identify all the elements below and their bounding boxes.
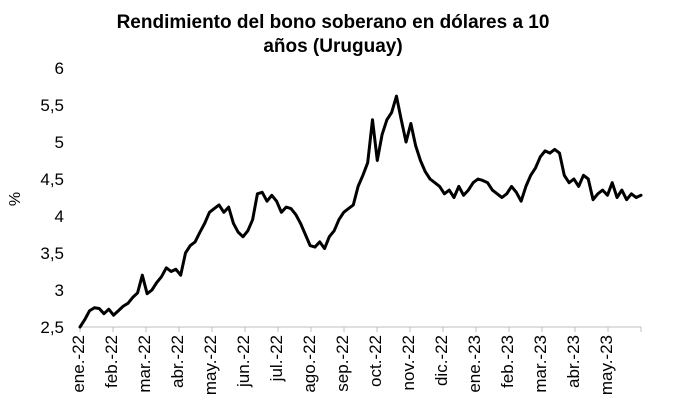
x-tick-label: abr.-23 bbox=[564, 335, 583, 388]
x-tick-label: feb.-22 bbox=[102, 335, 121, 388]
y-axis-label: % bbox=[7, 192, 24, 206]
x-tick-label: mar.-23 bbox=[531, 335, 550, 393]
x-tick-label: jul.-22 bbox=[267, 335, 286, 382]
chart-title-line2: años (Uruguay) bbox=[263, 36, 402, 57]
x-tick-label: sep.-22 bbox=[333, 335, 352, 392]
y-tick-label: 3,5 bbox=[40, 244, 64, 263]
y-tick-label: 3 bbox=[55, 281, 64, 300]
chart-title-line1: Rendimiento del bono soberano en dólares… bbox=[117, 12, 550, 33]
y-axis-ticks: 2,5 3 3,5 4 4,5 5 5,5 6 bbox=[40, 59, 64, 337]
y-tick-label: 2,5 bbox=[40, 318, 64, 337]
x-tick-label: oct.-22 bbox=[366, 335, 385, 387]
x-tick-label: feb.-23 bbox=[498, 335, 517, 388]
series-line bbox=[78, 94, 643, 329]
x-tick-label: ene.-23 bbox=[465, 335, 484, 393]
x-tick-label: nov.-22 bbox=[399, 335, 418, 390]
x-tick-label: ago.-22 bbox=[300, 335, 319, 393]
x-tick-label: abr.-22 bbox=[168, 335, 187, 388]
y-tick-label: 5 bbox=[55, 133, 64, 152]
y-tick-label: 4,5 bbox=[40, 170, 64, 189]
x-tick-label: ene.-22 bbox=[69, 335, 88, 393]
x-axis: ene.-22 feb.-22 mar.-22 abr.-22 may.-22 jun.-… bbox=[69, 326, 642, 395]
y-tick-label: 6 bbox=[55, 59, 64, 78]
plot-area bbox=[78, 94, 643, 329]
x-tick-label: dic.-22 bbox=[432, 335, 451, 386]
y-tick-label: 5,5 bbox=[40, 96, 64, 115]
x-tick-label: mar.-22 bbox=[135, 335, 154, 393]
y-tick-label: 4 bbox=[55, 207, 64, 226]
x-tick-label: may.-23 bbox=[597, 335, 616, 395]
x-tick-label: may.-22 bbox=[201, 335, 220, 395]
x-tick-label: jun.-22 bbox=[234, 335, 253, 388]
